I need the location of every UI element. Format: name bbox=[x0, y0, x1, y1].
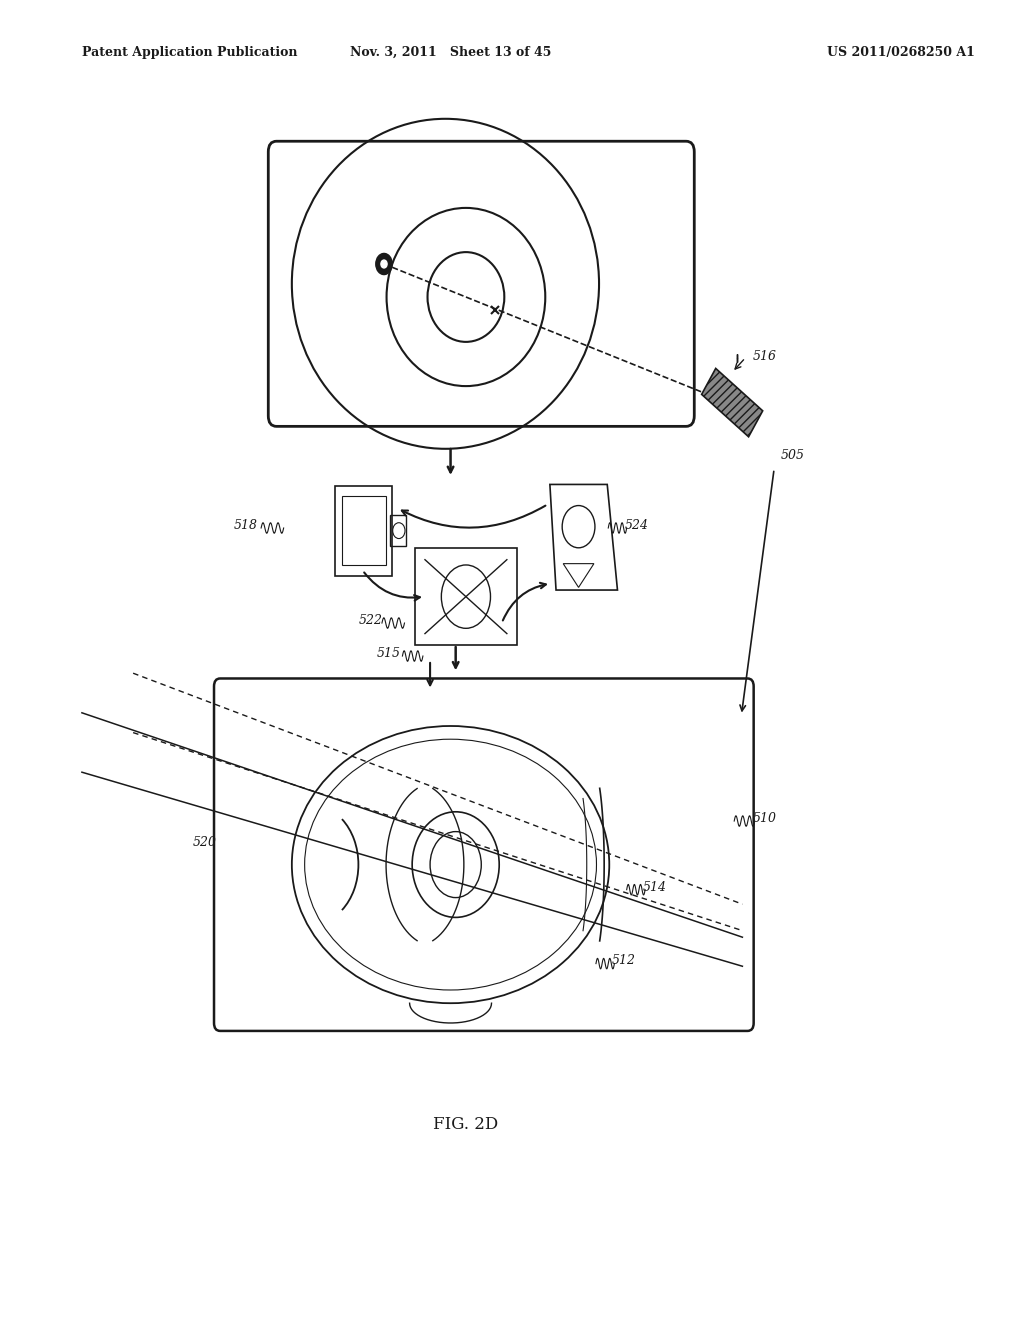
Text: 520: 520 bbox=[193, 836, 216, 849]
Text: Patent Application Publication: Patent Application Publication bbox=[82, 46, 297, 59]
Text: 514: 514 bbox=[643, 880, 667, 894]
Text: 522: 522 bbox=[358, 614, 382, 627]
Text: 515: 515 bbox=[377, 647, 400, 660]
Bar bbox=[341, 496, 385, 565]
Text: 518: 518 bbox=[233, 519, 257, 532]
Text: FIG. 2D: FIG. 2D bbox=[433, 1117, 499, 1133]
Bar bbox=[335, 486, 391, 576]
Circle shape bbox=[381, 260, 387, 268]
Bar bbox=[415, 548, 517, 645]
Text: Nov. 3, 2011   Sheet 13 of 45: Nov. 3, 2011 Sheet 13 of 45 bbox=[350, 46, 551, 59]
Text: US 2011/0268250 A1: US 2011/0268250 A1 bbox=[827, 46, 975, 59]
Text: 512: 512 bbox=[611, 954, 635, 968]
Text: 510: 510 bbox=[753, 812, 776, 825]
Circle shape bbox=[376, 253, 392, 275]
Text: 505: 505 bbox=[780, 449, 804, 462]
Bar bbox=[389, 515, 406, 546]
Text: 516: 516 bbox=[753, 350, 776, 363]
Text: 524: 524 bbox=[625, 519, 648, 532]
Polygon shape bbox=[701, 368, 763, 437]
